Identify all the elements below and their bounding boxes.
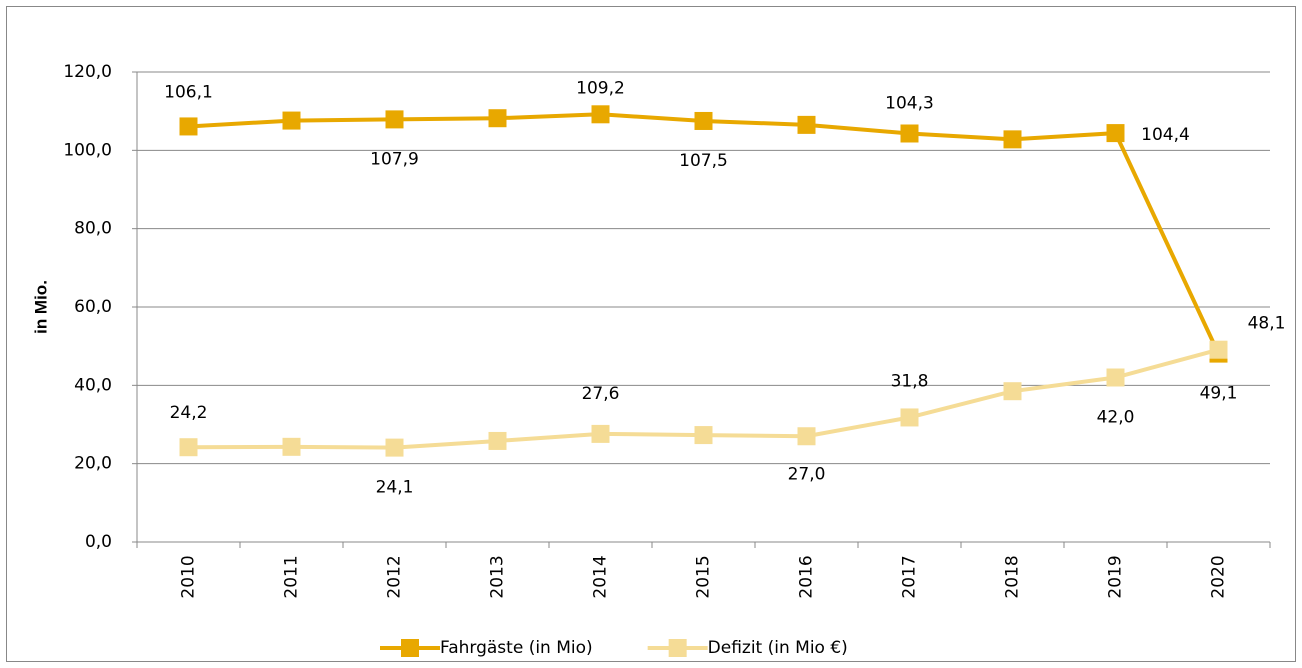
marker [900, 408, 919, 427]
marker [694, 426, 713, 445]
x-tick-label: 2010 [179, 555, 199, 598]
y-tick-label: 20,0 [74, 454, 112, 474]
marker [694, 111, 713, 130]
y-tick-label: 60,0 [74, 297, 112, 317]
x-tick-label: 2013 [488, 555, 508, 598]
x-tick-label: 2016 [797, 555, 817, 598]
data-label: 27,6 [582, 384, 620, 404]
marker [1003, 130, 1022, 149]
y-tick-label: 40,0 [74, 375, 112, 395]
y-tick-label: 80,0 [74, 219, 112, 239]
x-tick-label: 2019 [1106, 555, 1126, 598]
marker [1003, 382, 1022, 401]
legend-label: Fahrgäste (in Mio) [440, 638, 593, 658]
marker [591, 105, 610, 124]
x-tick-label: 2017 [900, 555, 920, 598]
marker [488, 109, 507, 128]
legend-label: Defizit (in Mio €) [708, 638, 848, 658]
data-label: 104,4 [1141, 125, 1190, 145]
x-tick-label: 2020 [1209, 555, 1229, 598]
marker [1106, 124, 1125, 143]
marker [900, 124, 919, 143]
data-label: 107,5 [679, 151, 728, 171]
data-label: 106,1 [164, 82, 213, 102]
marker [591, 424, 610, 443]
data-label: 31,8 [891, 371, 929, 391]
data-label: 107,9 [370, 149, 419, 169]
data-label: 42,0 [1097, 408, 1135, 428]
data-label: 109,2 [576, 78, 625, 98]
data-label: 48,1 [1248, 314, 1286, 334]
y-tick-label: 0,0 [85, 532, 112, 552]
data-label: 24,1 [376, 478, 414, 498]
marker [1209, 340, 1228, 359]
marker [797, 115, 816, 134]
x-tick-label: 2014 [591, 555, 611, 598]
marker [385, 438, 404, 457]
marker [488, 431, 507, 450]
y-tick-label: 120,0 [63, 62, 112, 82]
chart-border [6, 6, 1296, 662]
data-label: 24,2 [170, 403, 208, 423]
marker [282, 111, 301, 130]
x-tick-label: 2015 [694, 555, 714, 598]
data-label: 27,0 [788, 464, 826, 484]
y-axis-label: in Mio. [31, 280, 50, 334]
marker [1106, 368, 1125, 387]
x-tick-label: 2011 [282, 555, 302, 598]
legend-marker [668, 639, 687, 657]
x-tick-label: 2012 [385, 555, 405, 598]
marker [797, 427, 816, 446]
legend-marker [401, 639, 419, 657]
x-tick-label: 2018 [1003, 555, 1023, 598]
data-label: 104,3 [885, 93, 934, 113]
marker [179, 438, 198, 457]
marker [385, 110, 404, 129]
y-tick-label: 100,0 [63, 140, 112, 160]
marker [179, 117, 198, 136]
data-label: 49,1 [1200, 384, 1238, 404]
marker [282, 437, 301, 456]
